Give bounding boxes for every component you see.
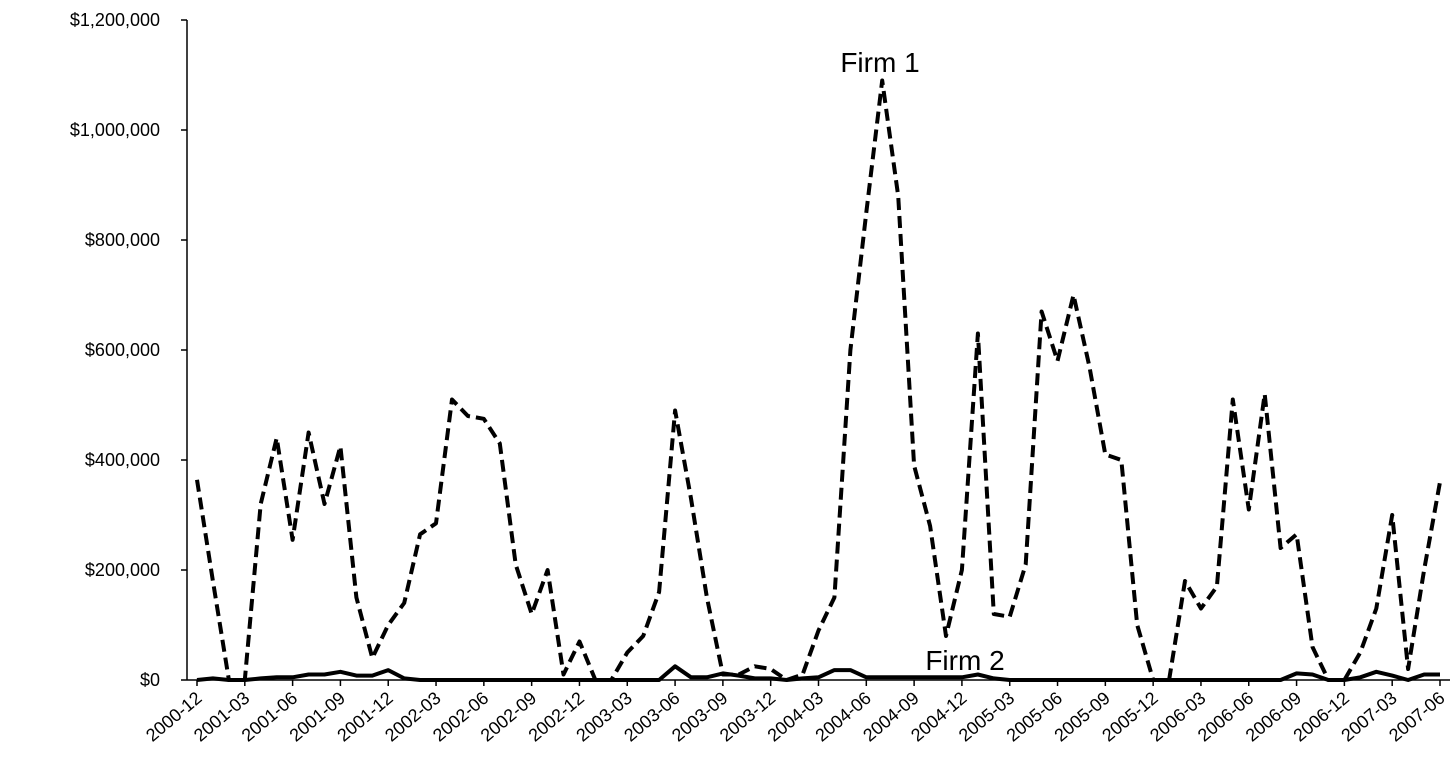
y-tick-label: $1,000,000 <box>70 120 160 140</box>
y-tick-label: $1,200,000 <box>70 10 160 30</box>
y-tick-label: $600,000 <box>85 340 160 360</box>
y-tick-label: $0 <box>140 670 160 690</box>
annotation: Firm 1 <box>840 47 919 78</box>
series-line <box>196 664 1440 682</box>
series-line <box>195 78 1442 682</box>
y-tick-label: $800,000 <box>85 230 160 250</box>
y-tick-label: $200,000 <box>85 560 160 580</box>
y-tick-label: $400,000 <box>85 450 160 470</box>
annotation: Firm 2 <box>925 645 1004 676</box>
